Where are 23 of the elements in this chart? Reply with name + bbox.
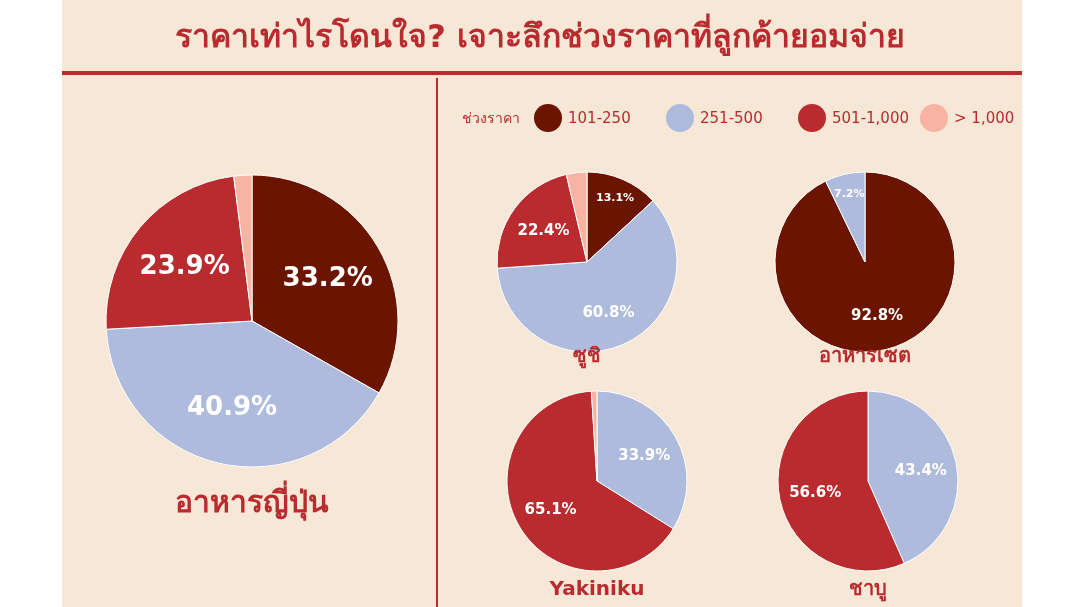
legend-label: 501-1,000 — [832, 109, 909, 127]
data-label: 60.8% — [582, 302, 635, 321]
data-label: 13.1% — [596, 191, 635, 205]
data-label: 43.4% — [894, 460, 947, 479]
data-label: 33.2% — [282, 261, 373, 292]
data-label: 7.2% — [834, 187, 865, 201]
legend-label: 101-250 — [568, 109, 631, 127]
text: อาหารญี่ปุ่น — [175, 480, 329, 521]
legend-label: 251-500 — [700, 109, 763, 127]
data-label: 33.9% — [618, 445, 671, 464]
data-label: 56.6% — [789, 483, 842, 502]
data-label: 40.9% — [186, 391, 278, 422]
legend-title: ช่วงราคา — [462, 110, 520, 126]
text: ชาบู — [849, 576, 887, 602]
text: Yakiniku — [548, 576, 645, 600]
text: อาหารเซต — [819, 343, 911, 367]
data-label: 23.9% — [139, 249, 230, 280]
data-label: 92.8% — [851, 305, 904, 324]
data-label: 65.1% — [524, 499, 577, 518]
data-label: 22.4% — [517, 220, 570, 239]
text: ซูชิ — [573, 343, 601, 369]
text: ราคาเท่าไรโดนใจ? เจาะลึกช่วงราคาที่ลูกค้ายอมจ่าย — [175, 13, 905, 57]
legend-label: > 1,000 — [954, 109, 1015, 127]
